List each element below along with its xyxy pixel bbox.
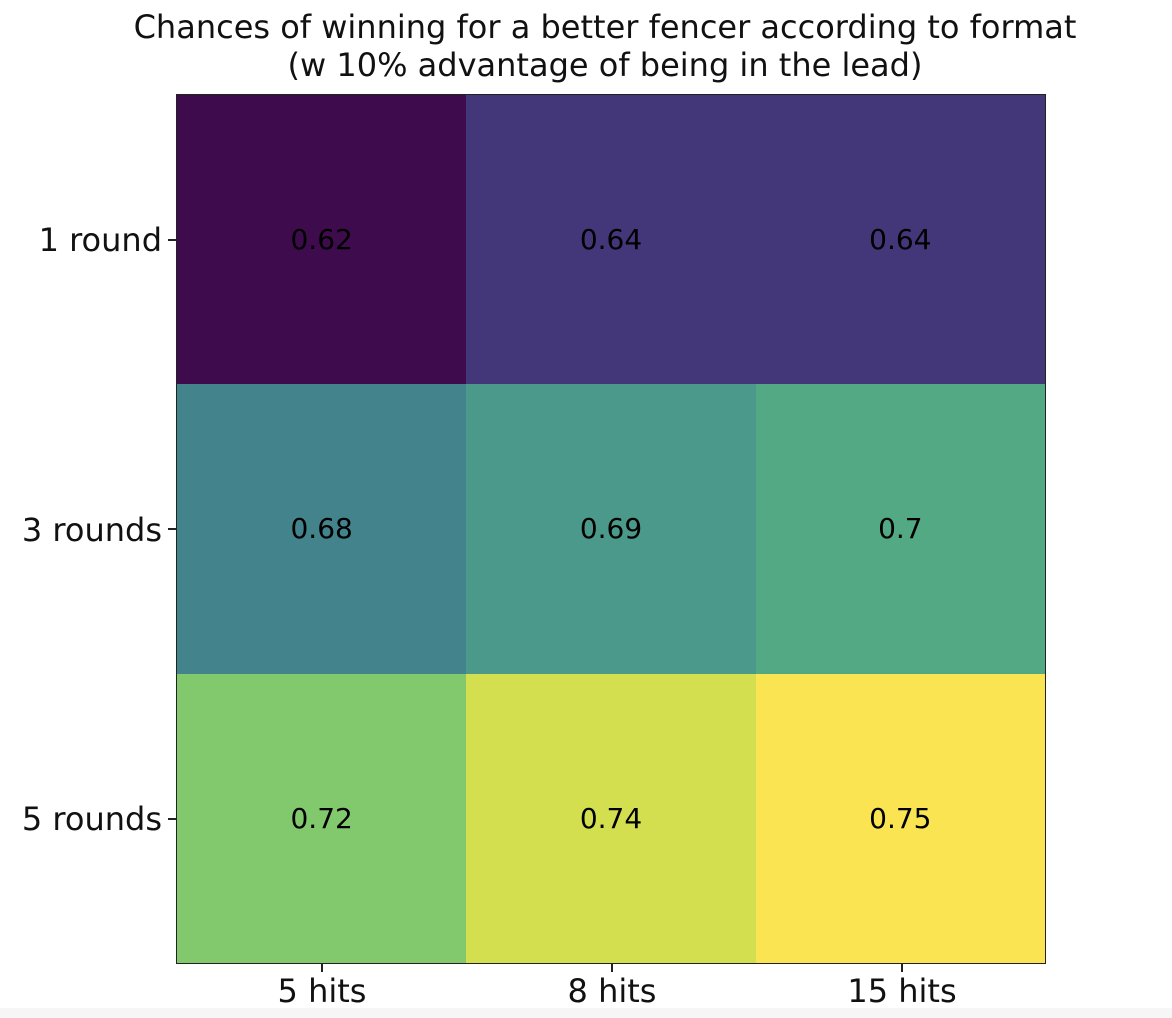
y-tick-mark	[168, 818, 176, 820]
heatmap-cell: 0.64	[466, 95, 756, 385]
heatmap-cell: 0.74	[466, 673, 756, 963]
y-tick-label-5-rounds: 5 rounds	[21, 800, 162, 838]
x-tick-mark	[611, 964, 613, 972]
x-tick-label-5-hits: 5 hits	[277, 972, 367, 1010]
x-tick-label-8-hits: 8 hits	[567, 972, 657, 1010]
x-tick-mark	[321, 964, 323, 972]
heatmap-plot-area: 0.62 0.64 0.64 0.68 0.69 0.7 0.72 0.74 0…	[176, 94, 1046, 964]
heatmap-cell: 0.75	[755, 673, 1045, 963]
chart-title-line1: Chances of winning for a better fencer a…	[133, 8, 1077, 46]
y-tick-label-1-round: 1 round	[38, 221, 162, 259]
y-tick-mark	[168, 239, 176, 241]
heatmap-cell: 0.7	[755, 384, 1045, 674]
chart-title-line2: (w 10% advantage of being in the lead)	[287, 46, 923, 84]
chart-title: Chances of winning for a better fencer a…	[0, 8, 1172, 84]
heatmap-cell: 0.62	[177, 95, 467, 385]
heatmap-cell: 0.72	[177, 673, 467, 963]
heatmap-cell: 0.68	[177, 384, 467, 674]
footer-strip	[0, 1008, 1172, 1018]
y-tick-label-3-rounds: 3 rounds	[21, 511, 162, 549]
heatmap-cell: 0.69	[466, 384, 756, 674]
heatmap-cell: 0.64	[755, 95, 1045, 385]
x-tick-label-15-hits: 15 hits	[847, 972, 957, 1010]
y-tick-mark	[168, 528, 176, 530]
x-tick-mark	[901, 964, 903, 972]
